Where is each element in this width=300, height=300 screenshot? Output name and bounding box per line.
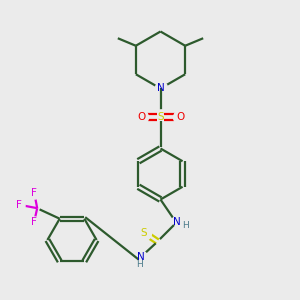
Text: N: N bbox=[137, 251, 145, 262]
Text: N: N bbox=[157, 83, 164, 94]
Text: O: O bbox=[137, 112, 145, 122]
Text: O: O bbox=[176, 112, 184, 122]
Text: F: F bbox=[31, 217, 37, 227]
Text: S: S bbox=[157, 112, 164, 122]
Text: H: H bbox=[182, 221, 189, 230]
Text: S: S bbox=[141, 227, 147, 238]
Text: N: N bbox=[173, 217, 181, 227]
Text: F: F bbox=[16, 200, 22, 210]
Text: F: F bbox=[31, 188, 37, 198]
Text: H: H bbox=[136, 260, 143, 269]
